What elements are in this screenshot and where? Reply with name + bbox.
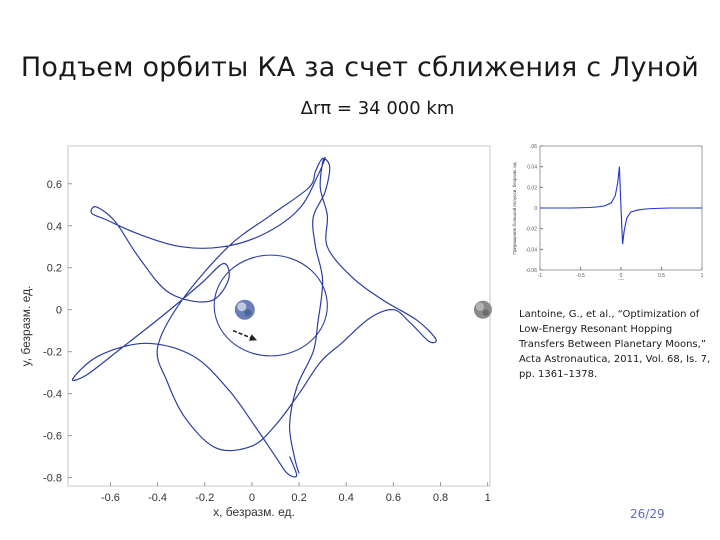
- body-highlight: [475, 302, 484, 311]
- y-tick-label: -0.6: [43, 431, 62, 443]
- y-tick-label: 0.2: [47, 263, 62, 275]
- trajectory-line: [71, 157, 437, 478]
- body-highlight: [237, 302, 247, 312]
- x-tick-label: 0.4: [339, 492, 354, 504]
- citation: Lantoine, G., et al., “Optimization of L…: [519, 309, 711, 380]
- x-tick-label: -0.2: [195, 492, 214, 504]
- inset-chart: .06 0.04 0.02 0 -0.02 -0.04 -0.06-1 -0.5 0 0.5 1 Пр…: [511, 144, 704, 280]
- inset-y-tick-label: 0.04: [527, 165, 537, 171]
- inset-y-axis-label: Приращение большой полуоси, безразм. ед.: [511, 161, 517, 254]
- inset-x-axis-label: м/с: [618, 278, 625, 280]
- inset-y-tick-label: .06: [530, 144, 537, 150]
- inset-x-tick-label: 1: [701, 273, 704, 279]
- page-number: 26/29: [630, 507, 665, 521]
- x-tick-label: 0: [249, 492, 255, 504]
- earth-icon: [234, 299, 255, 320]
- inset-x-tick-label: 0: [620, 273, 623, 279]
- y-tick-label: -0.8: [43, 473, 62, 485]
- inset-y-tick-label: -0.06: [526, 268, 538, 274]
- plot-frame: [67, 145, 491, 487]
- x-tick-label: 0.8: [433, 492, 448, 504]
- x-tick-label: -0.4: [148, 492, 167, 504]
- inset-x-tick-label: -0.5: [576, 273, 585, 279]
- slide-subtitle: Δrπ = 34 000 km: [300, 98, 455, 119]
- x-tick-label: 1: [485, 492, 491, 504]
- inset-y-tick-label: 0: [534, 206, 537, 212]
- moon-icon: [473, 300, 492, 319]
- y-tick-label: -0.4: [43, 389, 62, 401]
- slide-title: Подъем орбиты КА за счет сближения с Лун…: [20, 52, 700, 83]
- inset-x-tick-label: -1: [538, 273, 543, 279]
- inset-x-tick-label: 0.5: [658, 273, 665, 279]
- y-axis-label: y, безразм. ед.: [19, 286, 33, 367]
- x-axis-label: x, безразм. ед.: [213, 505, 295, 519]
- y-tick-label: 0: [56, 305, 62, 317]
- body-disc: [473, 300, 492, 319]
- y-tick-label: 0.4: [47, 221, 62, 233]
- orbit-chart: -0.6 -0.4 -0.2 0 0.2 0.4 0.6 0.8 1 0.6 0.4 0.2 0 -0.2…: [19, 145, 492, 519]
- body-shade: [482, 309, 490, 316]
- y-tick-label: -0.2: [43, 347, 62, 359]
- inset-y-tick-label: -0.04: [526, 247, 538, 253]
- x-tick-label: 0.2: [291, 492, 306, 504]
- y-tick-label: 0.6: [47, 179, 62, 191]
- x-tick-label: -0.6: [101, 492, 120, 504]
- x-tick-label: 0.6: [386, 492, 401, 504]
- inset-y-tick-label: -0.02: [526, 227, 538, 233]
- body-shade: [244, 309, 252, 317]
- orbit-loop: [213, 254, 328, 357]
- inset-y-tick-label: 0.02: [527, 185, 537, 191]
- arrow-head: [249, 334, 258, 341]
- inset-series-line: [540, 166, 702, 245]
